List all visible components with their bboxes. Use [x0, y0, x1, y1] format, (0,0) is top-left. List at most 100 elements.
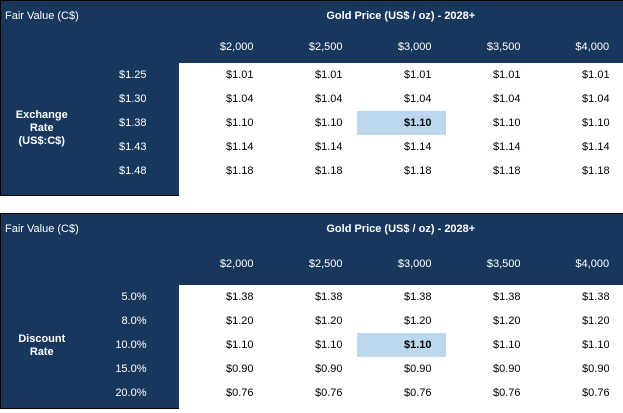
cell[interactable]: $1.18 [356, 158, 446, 183]
cell[interactable]: $0.90 [356, 356, 446, 381]
cell[interactable]: $1.01 [534, 62, 623, 87]
table-group-title: Gold Price (US$ / oz) - 2028+ [178, 213, 623, 244]
cell[interactable]: $1.38 [356, 284, 446, 309]
cell[interactable]: $1.10 [445, 110, 535, 135]
row-header: 20.0% [82, 380, 179, 405]
table-row: $1.48 $1.18 $1.18 $1.18 $1.18 $1.18 [1, 158, 623, 183]
row-header: 5.0% [82, 284, 179, 309]
col-header-2000: $2,000 [178, 30, 268, 63]
spacer-cell [178, 182, 623, 196]
table-title-row: Fair Value (C$) Gold Price (US$ / oz) - … [0, 0, 623, 31]
row-header: $1.38 [82, 110, 179, 135]
table-title-row: Fair Value (C$) Gold Price (US$ / oz) - … [0, 213, 623, 244]
cell[interactable]: $1.20 [267, 308, 357, 333]
cell[interactable]: $0.90 [178, 356, 268, 381]
cell[interactable]: $1.04 [356, 86, 446, 111]
cell[interactable]: $1.14 [267, 134, 357, 159]
cell[interactable]: $1.10 [445, 332, 535, 357]
table-row: 20.0% $0.76 $0.76 $0.76 $0.76 $0.76 [1, 380, 623, 405]
cell[interactable]: $1.10 [534, 110, 623, 135]
cell[interactable]: $0.76 [178, 380, 268, 405]
highlighted-base-case-cell[interactable]: $1.10 [356, 110, 446, 135]
col-header-3000: $3,000 [356, 243, 446, 285]
cell[interactable]: $1.04 [445, 86, 535, 111]
cell[interactable]: $1.10 [178, 332, 268, 357]
col-header-2000: $2,000 [178, 243, 268, 285]
cell[interactable]: $0.90 [534, 356, 623, 381]
table-row: 10.0% $1.10 $1.10 $1.10 $1.10 $1.10 [1, 332, 623, 357]
col-header-2500: $2,500 [267, 30, 357, 63]
cell[interactable]: $1.04 [267, 86, 357, 111]
row-header: 8.0% [82, 308, 179, 333]
cell[interactable]: $1.20 [178, 308, 268, 333]
column-header-row: $2,000 $2,500 $3,000 $3,500 $4,000 [0, 30, 623, 63]
column-header-spacer [0, 243, 179, 285]
col-header-3500: $3,500 [445, 30, 535, 63]
cell[interactable]: $1.18 [178, 158, 268, 183]
table-row: $1.43 $1.14 $1.14 $1.14 $1.14 $1.14 [1, 134, 623, 159]
cell[interactable]: $1.14 [178, 134, 268, 159]
table-row: Discount Rate 5.0% $1.38 $1.38 $1.38 $1.… [0, 284, 623, 409]
cell[interactable]: $1.01 [267, 62, 357, 87]
cell[interactable]: $1.10 [267, 110, 357, 135]
cell[interactable]: $1.10 [178, 110, 268, 135]
cell[interactable]: $0.76 [534, 380, 623, 405]
col-header-4000: $4,000 [534, 30, 623, 63]
cell[interactable]: $1.10 [534, 332, 623, 357]
row-group-label-exchange-rate: Exchange Rate (US$:C$) [0, 62, 83, 196]
table-bottom-spacer-row [1, 404, 623, 409]
table-row: $1.30 $1.04 $1.04 $1.04 $1.04 $1.04 [1, 86, 623, 111]
col-header-4000: $4,000 [534, 243, 623, 285]
cell[interactable]: $1.10 [267, 332, 357, 357]
row-header: $1.30 [82, 86, 179, 111]
table-row: 15.0% $0.90 $0.90 $0.90 $0.90 $0.90 [1, 356, 623, 381]
column-header-spacer [0, 30, 179, 63]
highlighted-base-case-cell[interactable]: $1.10 [356, 332, 446, 357]
cell[interactable]: $0.76 [267, 380, 357, 405]
row-header: $1.48 [82, 158, 179, 183]
table-bottom-spacer-row [1, 182, 623, 196]
row-header: 15.0% [82, 356, 179, 381]
fair-value-table-exchange-rate: Fair Value (C$) Gold Price (US$ / oz) - … [0, 0, 623, 196]
col-header-3000: $3,000 [356, 30, 446, 63]
cell[interactable]: $1.20 [445, 308, 535, 333]
cell[interactable]: $1.20 [534, 308, 623, 333]
table-left-title: Fair Value (C$) [0, 0, 179, 31]
table-row: Exchange Rate (US$:C$) $1.25 $1.01 $1.01… [0, 62, 623, 196]
spacer-cell [82, 404, 179, 409]
cell[interactable]: $1.18 [534, 158, 623, 183]
row-header: $1.43 [82, 134, 179, 159]
cell[interactable]: $1.14 [534, 134, 623, 159]
cell[interactable]: $1.01 [178, 62, 268, 87]
spacer-cell [178, 404, 623, 409]
row-header: $1.25 [82, 62, 179, 87]
table-row: 8.0% $1.20 $1.20 $1.20 $1.20 $1.20 [1, 308, 623, 333]
cell[interactable]: $0.90 [445, 356, 535, 381]
cell[interactable]: $0.76 [445, 380, 535, 405]
cell[interactable]: $1.38 [534, 284, 623, 309]
cell[interactable]: $1.38 [178, 284, 268, 309]
col-header-3500: $3,500 [445, 243, 535, 285]
cell[interactable]: $1.04 [534, 86, 623, 111]
table-left-title: Fair Value (C$) [0, 213, 179, 244]
cell[interactable]: $1.20 [356, 308, 446, 333]
col-header-2500: $2,500 [267, 243, 357, 285]
cell[interactable]: $1.14 [356, 134, 446, 159]
cell[interactable]: $1.01 [356, 62, 446, 87]
cell[interactable]: $1.01 [445, 62, 535, 87]
spacer-cell [82, 182, 179, 196]
column-header-row: $2,000 $2,500 $3,000 $3,500 $4,000 [0, 243, 623, 285]
cell[interactable]: $0.76 [356, 380, 446, 405]
table-row: $1.38 $1.10 $1.10 $1.10 $1.10 $1.10 [1, 110, 623, 135]
fair-value-table-discount-rate: Fair Value (C$) Gold Price (US$ / oz) - … [0, 213, 623, 409]
cell[interactable]: $1.38 [445, 284, 535, 309]
row-header: 10.0% [82, 332, 179, 357]
cell[interactable]: $1.38 [267, 284, 357, 309]
cell[interactable]: $0.90 [267, 356, 357, 381]
cell[interactable]: $1.18 [267, 158, 357, 183]
table-group-title: Gold Price (US$ / oz) - 2028+ [178, 0, 623, 31]
cell[interactable]: $1.14 [445, 134, 535, 159]
cell[interactable]: $1.04 [178, 86, 268, 111]
cell[interactable]: $1.18 [445, 158, 535, 183]
